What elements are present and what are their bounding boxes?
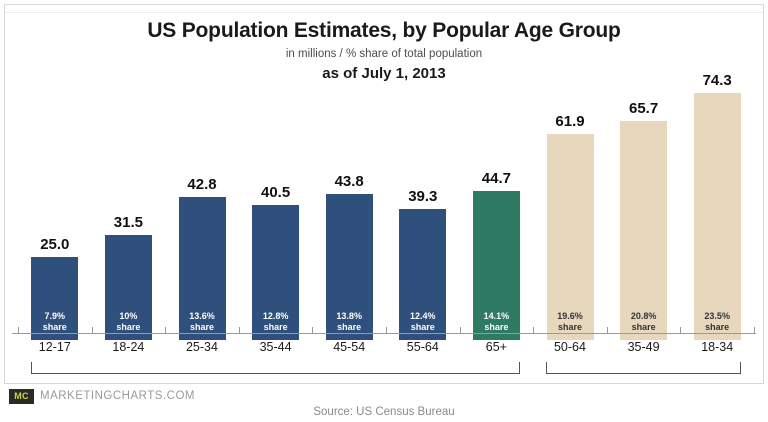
bar-group: 10% share 31.5 xyxy=(104,7,152,340)
bar-share-label: 10% share xyxy=(105,311,152,333)
bar-share-percent: 13.6% xyxy=(189,311,215,321)
bar-group: 7.9% share 25.0 xyxy=(31,7,79,340)
bar-value-label: 40.5 xyxy=(260,184,291,202)
bar-share-word: share xyxy=(189,322,215,332)
x-axis-tick xyxy=(459,327,461,333)
bar-55-64: 12.4% share xyxy=(399,209,447,340)
bar-share-percent: 12.8% xyxy=(262,311,289,321)
bar-share-label: 13.8% share xyxy=(326,311,373,333)
bar-18-24: 10% share xyxy=(104,235,152,340)
x-axis-label-45-54: 45-54 xyxy=(333,340,366,354)
bar-65+: 14.1% share xyxy=(472,191,520,340)
x-axis-label-18-34: 18-34 xyxy=(701,340,734,354)
marketingcharts-brand-text: MARKETINGCHARTS.COM xyxy=(40,390,195,402)
bar-share-label: 12.8% share xyxy=(252,311,299,333)
bar-value-label: 61.9 xyxy=(555,112,585,130)
bar-value-label: 43.8 xyxy=(334,173,364,191)
bar-share-percent: 10% xyxy=(119,311,138,321)
bar-share-label: 19.6% share xyxy=(547,311,594,333)
bar-group: 13.6% share 42.8 xyxy=(178,7,226,340)
x-axis-label-12-17: 12-17 xyxy=(38,340,71,354)
x-axis-label-65+: 65+ xyxy=(485,340,507,354)
bar-share-label: 12.4% share xyxy=(399,311,446,333)
bar-group: 20.8% share 65.7 xyxy=(620,7,668,340)
bar-share-percent: 23.5% xyxy=(704,311,730,321)
bar-share-word: share xyxy=(631,322,656,332)
overlapping-age-groups-bracket xyxy=(546,362,741,374)
x-axis-tick xyxy=(18,327,19,333)
x-axis-label-35-44: 35-44 xyxy=(259,340,292,354)
bar-share-word: share xyxy=(116,322,141,332)
x-axis-tick xyxy=(238,327,240,333)
source-note: Source: US Census Bureau xyxy=(313,406,455,418)
bar-share-percent: 14.1% xyxy=(483,311,510,321)
bar-share-word: share xyxy=(557,322,583,332)
bar-value-label: 74.3 xyxy=(702,71,732,89)
x-axis-label-25-34: 25-34 xyxy=(185,340,218,354)
bar-share-percent: 19.6% xyxy=(557,311,583,321)
bar-group: 12.8% share 40.5 xyxy=(252,7,300,340)
bar-value-label: 44.7 xyxy=(481,170,511,188)
bar-group: 19.6% share 61.9 xyxy=(546,7,594,340)
plot-area: 7.9% share 25.0 10% share 31.5 13.6% share 42.8 1… xyxy=(31,7,741,340)
bar-share-label: 7.9% share xyxy=(31,311,78,333)
x-axis-tick xyxy=(386,327,387,333)
bar-35-44: 12.8% share xyxy=(252,205,300,340)
bar-share-percent: 20.8% xyxy=(630,311,657,321)
bar-35-49: 20.8% share xyxy=(620,121,668,340)
x-axis-label-50-64: 50-64 xyxy=(553,340,586,354)
bar-share-percent: 7.9% xyxy=(44,311,66,321)
bar-value-label: 65.7 xyxy=(628,100,659,118)
x-axis-label-35-49: 35-49 xyxy=(627,340,660,354)
chart-subtitle: in millions / % share of total populatio… xyxy=(285,48,483,60)
marketingcharts-logo-icon: MC xyxy=(9,389,34,404)
x-axis-tick xyxy=(680,327,682,333)
x-axis-tick xyxy=(754,327,755,333)
bar-group: 13.8% share 43.8 xyxy=(325,7,373,340)
bar-18-34: 23.5% share xyxy=(693,92,741,340)
x-axis-tick xyxy=(533,327,535,333)
non-overlapping-age-groups-bracket xyxy=(31,362,520,374)
bar-group: 23.5% share 74.3 xyxy=(693,7,741,340)
bar-25-34: 13.6% share xyxy=(178,197,226,340)
bar-value-label: 39.3 xyxy=(408,188,438,206)
x-axis-tick xyxy=(606,327,608,333)
bar-50-64: 19.6% share xyxy=(546,133,594,340)
chart-date-subtitle: as of July 1, 2013 xyxy=(322,65,446,82)
x-axis-line xyxy=(12,333,756,334)
bar-value-label: 25.0 xyxy=(40,235,70,253)
bar-value-label: 31.5 xyxy=(113,214,143,232)
bar-share-word: share xyxy=(263,322,288,332)
bar-share-label: 13.6% share xyxy=(179,311,226,333)
bar-45-54: 13.8% share xyxy=(325,194,373,340)
frame-top-divider xyxy=(5,12,763,13)
bar-12-17: 7.9% share xyxy=(31,256,79,340)
bar-share-word: share xyxy=(705,322,730,332)
x-axis-tick xyxy=(165,327,167,333)
bar-share-word: share xyxy=(42,322,67,332)
x-axis-tick xyxy=(91,327,93,333)
bar-share-word: share xyxy=(410,322,435,332)
x-axis-label-18-24: 18-24 xyxy=(112,340,145,354)
bar-value-label: 42.8 xyxy=(187,176,217,194)
x-axis-tick xyxy=(312,327,314,333)
x-axis-label-55-64: 55-64 xyxy=(406,340,439,354)
bar-share-label: 23.5% share xyxy=(694,311,741,333)
chart-header: US Population Estimates, by Popular Age … xyxy=(0,18,768,84)
chart-footer: MC MARKETINGCHARTS.COM Source: US Census… xyxy=(0,386,768,422)
bar-share-word: share xyxy=(484,322,509,332)
bar-share-percent: 12.4% xyxy=(410,311,436,321)
bar-group: 12.4% share 39.3 xyxy=(399,7,447,340)
bar-group: 14.1% share 44.7 xyxy=(472,7,520,340)
bar-share-percent: 13.8% xyxy=(336,311,362,321)
bar-share-word: share xyxy=(337,322,362,332)
chart-title: US Population Estimates, by Popular Age … xyxy=(147,19,621,42)
bar-share-label: 20.8% share xyxy=(620,311,667,333)
bar-share-label: 14.1% share xyxy=(473,311,520,333)
